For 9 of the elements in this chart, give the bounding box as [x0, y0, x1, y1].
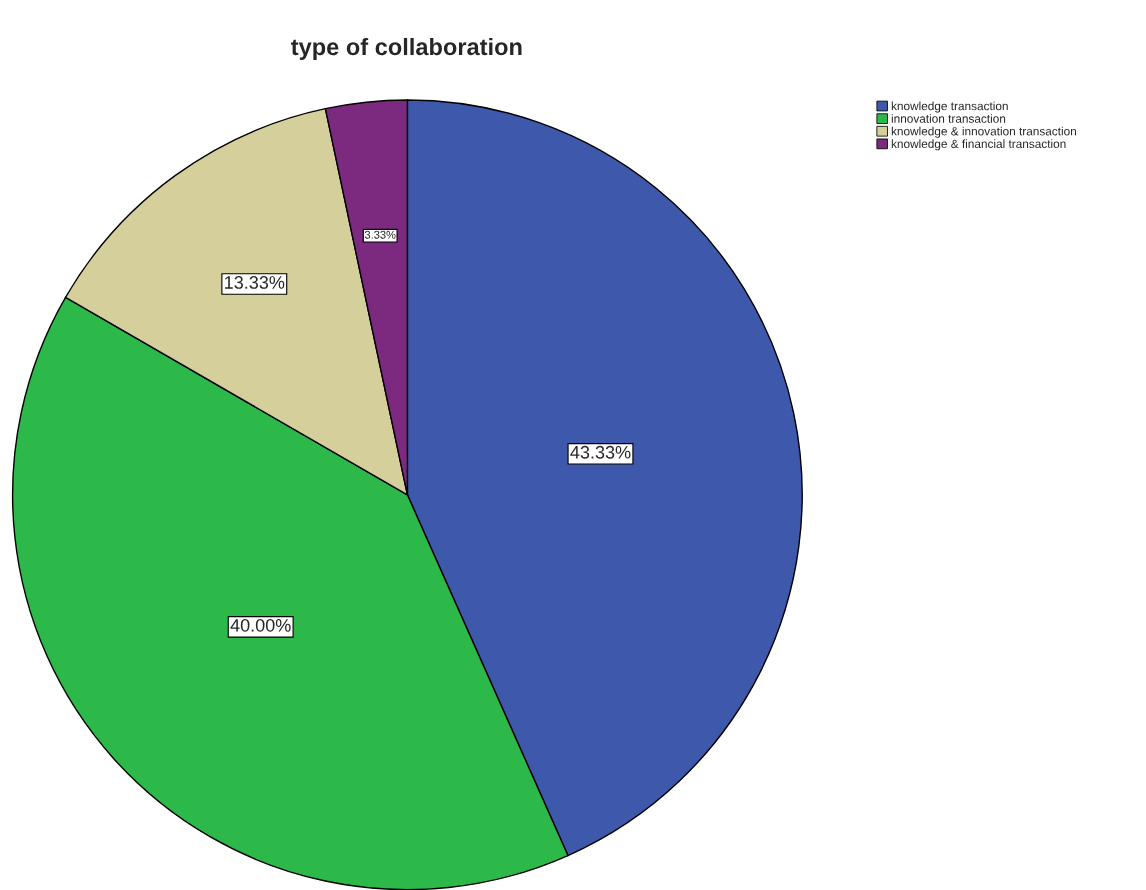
legend-label: knowledge & financial transaction — [891, 139, 1066, 151]
legend-label: knowledge & innovation transaction — [891, 126, 1076, 138]
data-label: 43.33% — [570, 445, 631, 459]
data-label: 13.33% — [225, 276, 285, 289]
legend-label: innovation transaction — [891, 114, 1006, 123]
legend-label: knowledge transaction — [891, 101, 1008, 113]
data-label: 3.33% — [364, 230, 396, 239]
chart-title: type of collaboration — [291, 37, 522, 60]
data-label: 40.00% — [230, 618, 291, 632]
